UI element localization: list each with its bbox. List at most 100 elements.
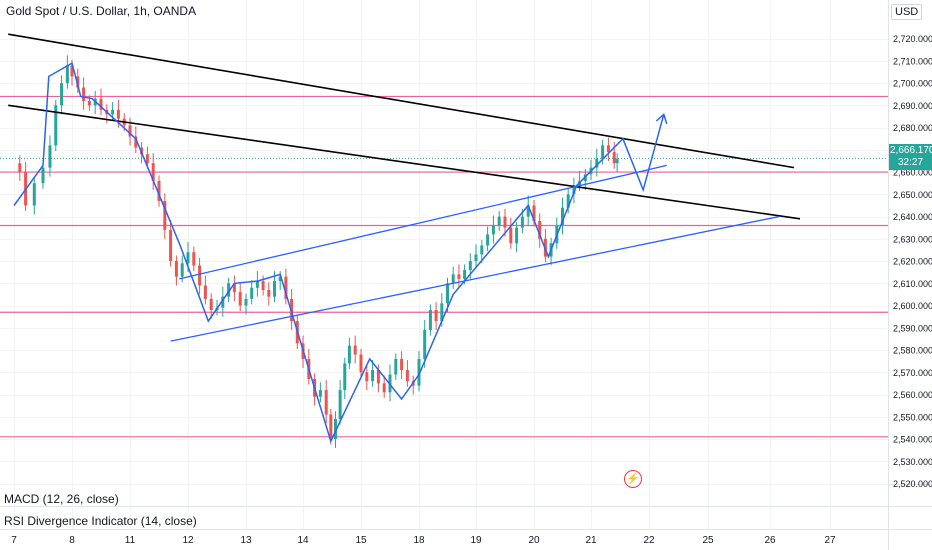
candle-body bbox=[405, 370, 409, 382]
price-tick-label: 2,530.000 bbox=[893, 457, 932, 467]
candle-body bbox=[333, 418, 337, 440]
price-tick-label: 2,640.000 bbox=[893, 212, 932, 222]
candle-body bbox=[48, 145, 52, 168]
candle-body bbox=[417, 358, 421, 386]
candle-body bbox=[491, 225, 495, 235]
candle-body bbox=[203, 285, 207, 299]
candle-body bbox=[474, 254, 478, 262]
candle-body bbox=[601, 145, 605, 159]
time-tick-label: 20 bbox=[528, 535, 540, 546]
candle-body bbox=[128, 125, 132, 137]
time-tick-label: 11 bbox=[125, 535, 136, 546]
candle-body bbox=[486, 234, 490, 246]
candle-body bbox=[111, 109, 115, 115]
candle-body bbox=[227, 283, 231, 297]
candle-body bbox=[255, 281, 259, 288]
candle-body bbox=[615, 158, 619, 164]
candle-body bbox=[606, 145, 610, 153]
price-axis: 2,720.000 2,710.000 2,700.000 2,690.000 2,68… bbox=[893, 34, 932, 489]
candle-body bbox=[221, 296, 225, 308]
time-tick-label: 27 bbox=[824, 535, 836, 546]
candle-body bbox=[532, 205, 536, 222]
candle-body bbox=[423, 330, 427, 359]
price-tick-label: 2,630.000 bbox=[893, 234, 932, 244]
flash-icon[interactable]: ⚡ bbox=[624, 470, 642, 488]
time-tick-label: 26 bbox=[764, 535, 776, 546]
candle-body bbox=[244, 298, 248, 306]
candle-body bbox=[566, 194, 570, 208]
candle-body bbox=[318, 390, 322, 397]
candle-body bbox=[538, 221, 542, 239]
candle-body bbox=[440, 303, 444, 322]
price-tick-label: 2,610.000 bbox=[893, 279, 932, 289]
candle-body bbox=[70, 65, 74, 77]
candle-body bbox=[261, 281, 265, 290]
price-tick-label: 2,540.000 bbox=[893, 435, 932, 445]
macd-label[interactable]: MACD (12, 26, close) bbox=[4, 492, 119, 506]
price-tick-label: 2,710.000 bbox=[893, 56, 932, 66]
time-axis: 7 8 11 12 13 14 15 18 19 20 21 22 25 26 27 bbox=[11, 535, 836, 546]
candle-body bbox=[480, 245, 484, 255]
candle-body bbox=[198, 265, 202, 286]
candle-body bbox=[434, 309, 438, 322]
candle-body bbox=[145, 154, 149, 164]
candle-body bbox=[347, 345, 351, 364]
candle-body bbox=[343, 363, 347, 391]
time-tick-label: 18 bbox=[413, 535, 425, 546]
horizontal-levels bbox=[0, 95, 888, 438]
candle-body bbox=[526, 205, 530, 217]
rsi-label[interactable]: RSI Divergence Indicator (14, close) bbox=[4, 514, 197, 528]
price-tick-label: 2,680.000 bbox=[893, 123, 932, 133]
candle-body bbox=[329, 414, 333, 440]
trend-line[interactable] bbox=[8, 104, 801, 220]
candle-body bbox=[32, 183, 36, 206]
candle-body bbox=[273, 281, 276, 297]
time-tick-label: 25 bbox=[702, 535, 714, 546]
time-tick-label: 21 bbox=[585, 535, 597, 546]
time-tick-label: 8 bbox=[69, 535, 75, 546]
candle-body bbox=[163, 201, 167, 230]
trend-line[interactable] bbox=[8, 33, 795, 169]
drawings bbox=[8, 33, 801, 444]
price-tick-label: 2,720.000 bbox=[893, 34, 932, 44]
price-tick-label: 2,650.000 bbox=[893, 190, 932, 200]
candle-body bbox=[497, 216, 501, 226]
time-tick-label: 14 bbox=[297, 535, 309, 546]
zigzag-path[interactable] bbox=[13, 61, 665, 444]
candle-body bbox=[457, 274, 461, 279]
currency-button[interactable]: USD bbox=[891, 4, 923, 20]
last-price-value: 2,666.170 bbox=[890, 145, 932, 156]
candle-body bbox=[382, 383, 386, 393]
candle-body bbox=[209, 298, 213, 310]
channel-line[interactable] bbox=[170, 215, 780, 342]
candle-body bbox=[65, 65, 69, 84]
price-tick-label: 2,700.000 bbox=[893, 79, 932, 89]
time-tick-label: 22 bbox=[643, 535, 655, 546]
price-tick-label: 2,570.000 bbox=[893, 368, 932, 378]
candle-body bbox=[134, 136, 138, 148]
candle-body bbox=[151, 163, 155, 181]
candle-body bbox=[451, 274, 455, 284]
candle-body bbox=[561, 207, 564, 226]
price-tick-label: 2,590.000 bbox=[893, 323, 932, 333]
candle-body bbox=[99, 98, 103, 110]
symbol-title[interactable]: Gold Spot / U.S. Dollar, 1h, OANDA bbox=[4, 4, 199, 18]
candle-body bbox=[278, 276, 282, 282]
candle-body bbox=[284, 276, 288, 299]
candle-body bbox=[463, 269, 467, 279]
price-tick-label: 2,690.000 bbox=[893, 101, 932, 111]
channel-line[interactable] bbox=[179, 164, 667, 280]
candle-body bbox=[192, 252, 196, 266]
candle-body bbox=[180, 263, 184, 277]
candle-body bbox=[338, 390, 342, 419]
candle-body bbox=[186, 252, 190, 264]
candle-body bbox=[250, 287, 254, 299]
candle-body bbox=[509, 227, 513, 244]
price-tick-label: 2,560.000 bbox=[893, 390, 932, 400]
candle-body bbox=[515, 227, 519, 244]
time-tick-label: 12 bbox=[182, 535, 194, 546]
candle-body bbox=[76, 76, 80, 88]
time-tick-label: 13 bbox=[240, 535, 252, 546]
price-tick-label: 2,600.000 bbox=[893, 301, 932, 311]
